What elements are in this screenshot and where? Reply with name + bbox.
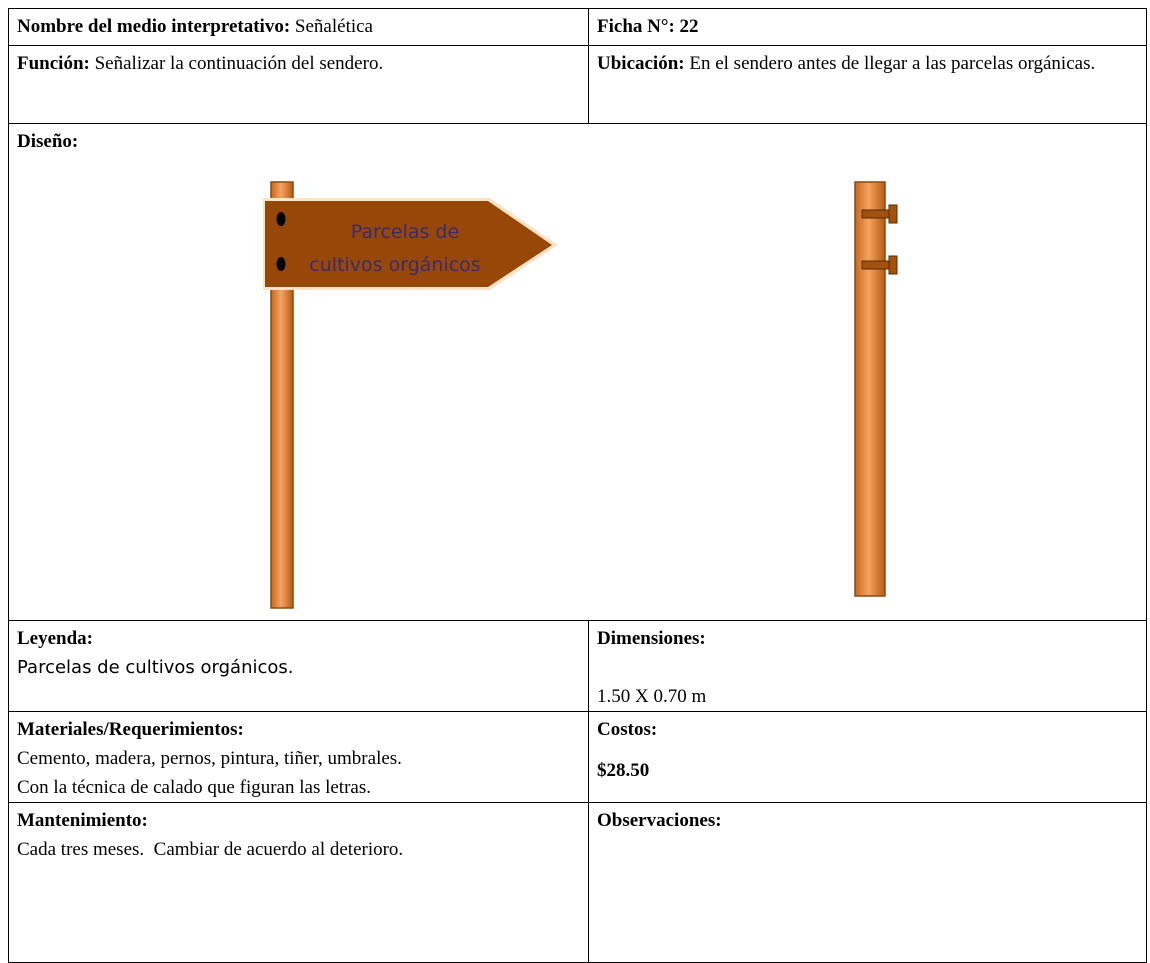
value: Señalética [294, 16, 373, 37]
cell: Diseño: [8, 123, 1147, 621]
value: Parcelas de cultivos orgánicos. [17, 657, 294, 678]
label: Diseño: [17, 131, 79, 152]
cell: Costos: $28.50 [588, 711, 1147, 803]
value: $28.50 [597, 760, 650, 781]
sheet-table: Nombre del medio interpretativo: Señalét… [8, 8, 1147, 963]
cell: Función: Señalizar la continuación del s… [8, 45, 589, 124]
cell: Observaciones: [588, 802, 1147, 963]
label: Dimensiones: [597, 628, 706, 649]
label: Costos: [597, 719, 658, 740]
label: Observaciones: [597, 810, 722, 831]
value: 1.50 X 0.70 m [597, 686, 707, 707]
label: Ubicación: [597, 53, 685, 74]
label: Ficha N°: 22 [597, 16, 699, 37]
value: Cada tres meses. Cambiar de acuerdo al d… [17, 839, 404, 860]
cell: Materiales/Requerimientos: Cemento, mader… [8, 711, 589, 803]
cell: Leyenda: Parcelas de cultivos orgánicos. [8, 620, 589, 712]
value: Con la técnica de calado que figuran las… [17, 777, 371, 798]
label: Leyenda: [17, 628, 93, 649]
value: Señalizar la continuación del sendero. [94, 53, 384, 74]
value: Cemento, madera, pernos, pintura, tiñer,… [17, 748, 402, 769]
label: Función: [17, 53, 90, 74]
label: Mantenimiento: [17, 810, 148, 831]
label: Nombre del medio interpretativo: [17, 16, 291, 37]
page: Nombre del medio interpretativo: Señalét… [8, 8, 1147, 963]
cell: Ubicación: En el sendero antes de llegar… [588, 45, 1147, 124]
label: Materiales/Requerimientos: [17, 719, 244, 740]
cell: Ficha N°: 22 [588, 8, 1147, 46]
value: En el sendero antes de llegar a las parc… [689, 53, 1096, 74]
cell: Nombre del medio interpretativo: Señalét… [8, 8, 589, 46]
cell: Mantenimiento: Cada tres meses. Cambiar d… [8, 802, 589, 963]
cell: Dimensiones: 1.50 X 0.70 m [588, 620, 1147, 712]
